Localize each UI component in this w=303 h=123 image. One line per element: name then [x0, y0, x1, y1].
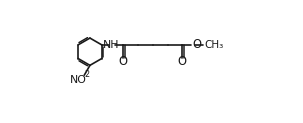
- Text: NH: NH: [103, 40, 120, 50]
- Text: NO: NO: [70, 76, 87, 85]
- Text: CH₃: CH₃: [204, 40, 223, 50]
- Text: 2: 2: [84, 70, 89, 79]
- Text: O: O: [193, 38, 201, 51]
- Text: O: O: [178, 55, 187, 68]
- Text: O: O: [119, 55, 128, 68]
